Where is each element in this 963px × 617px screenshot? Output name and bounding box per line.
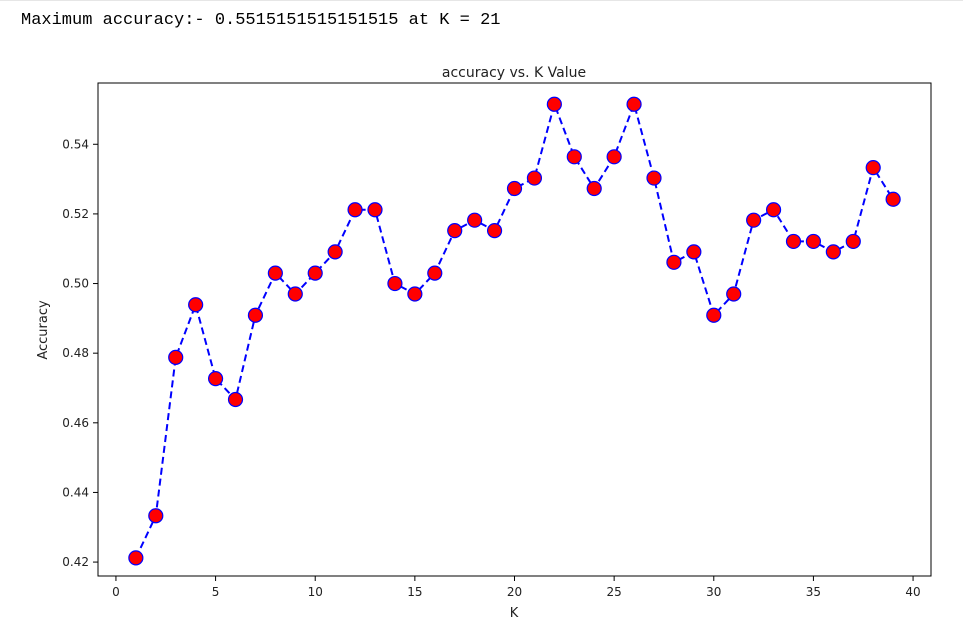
data-point [546, 96, 562, 112]
x-tick-label: 15 [407, 585, 422, 599]
x-tick-label: 5 [212, 585, 220, 599]
data-point [686, 244, 702, 260]
data-point [746, 212, 762, 228]
data-point [307, 265, 323, 281]
x-tick-label: 35 [806, 585, 821, 599]
data-point [606, 149, 622, 165]
data-point [407, 286, 423, 302]
chart-title: accuracy vs. K Value [442, 65, 586, 81]
plot-frame [97, 82, 932, 577]
y-tick-label: 0.50 [62, 277, 89, 291]
data-point [168, 349, 184, 365]
data-point [666, 254, 682, 270]
data-point [566, 149, 582, 165]
data-point [148, 508, 164, 524]
data-point [387, 275, 403, 292]
data-point [287, 286, 303, 302]
data-point [706, 307, 722, 323]
data-point [207, 370, 224, 387]
data-point [626, 96, 642, 112]
data-point [885, 191, 901, 207]
data-point [447, 223, 463, 239]
data-point [188, 297, 204, 313]
cell-output-text: Maximum accuracy:- 0.5515151515151515 at… [21, 11, 501, 30]
data-point [805, 233, 822, 250]
data-point [646, 170, 662, 186]
data-point [785, 233, 802, 250]
data-point [865, 160, 881, 176]
data-point [367, 202, 383, 218]
x-tick-label: 40 [905, 585, 920, 599]
y-tick-label: 0.44 [62, 485, 89, 499]
data-point [427, 265, 443, 281]
data-point [845, 233, 861, 250]
cell-top-border [0, 0, 963, 1]
data-point [765, 202, 782, 218]
x-tick-label: 30 [706, 585, 721, 599]
data-point [128, 550, 144, 566]
y-tick-label: 0.46 [62, 416, 89, 430]
x-tick-label: 25 [607, 585, 622, 599]
data-point [486, 223, 503, 239]
data-point [347, 202, 363, 218]
y-tick-label: 0.42 [62, 555, 89, 569]
y-tick-label: 0.48 [62, 346, 89, 360]
x-axis-label: K [510, 606, 519, 617]
data-point [526, 170, 543, 186]
data-point [825, 244, 841, 260]
y-tick-label: 0.54 [62, 137, 89, 151]
data-point [726, 286, 742, 302]
accuracy-series [128, 96, 901, 566]
data-point [506, 180, 523, 197]
data-point [247, 307, 264, 323]
data-point [586, 180, 602, 197]
x-tick-label: 20 [507, 585, 522, 599]
y-tick-label: 0.52 [62, 207, 89, 221]
data-point [267, 265, 283, 281]
data-point [467, 212, 483, 228]
axis-ticks: 0 5 10 15 20 25 30 35 40 0.42 0.44 0.46 0.48 0.50 0.52… [62, 137, 920, 599]
y-axis-label: Accuracy [36, 300, 51, 360]
x-tick-label: 0 [112, 585, 120, 599]
series-line [134, 100, 894, 559]
data-point [327, 244, 343, 260]
x-tick-label: 10 [308, 585, 323, 599]
data-point [227, 391, 244, 408]
